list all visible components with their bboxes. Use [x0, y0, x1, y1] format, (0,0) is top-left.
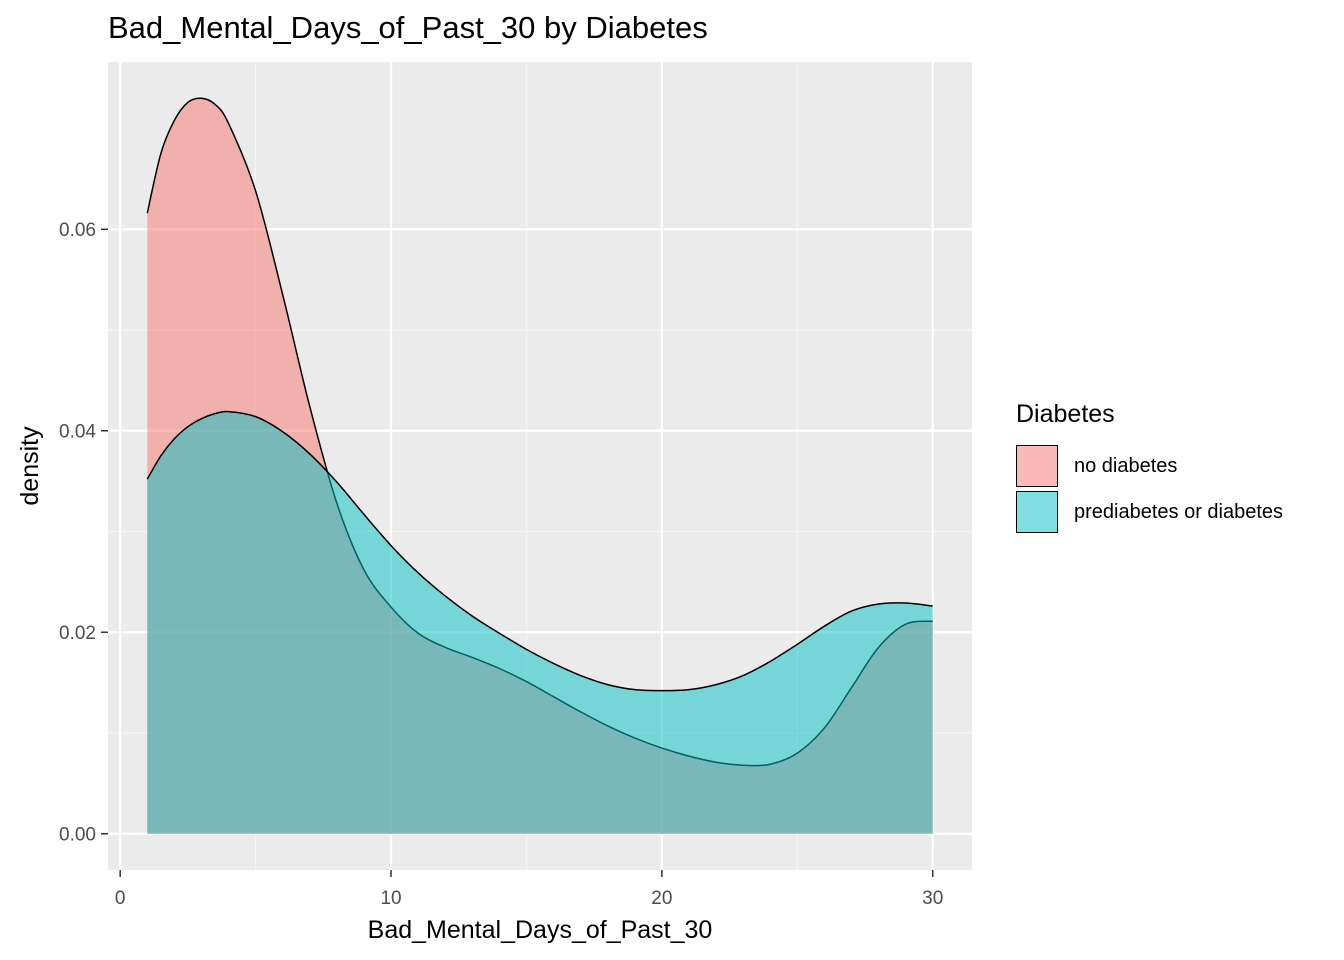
x-tick-labels: 0 10 20 30	[115, 888, 943, 909]
y-tick-label: 0.00	[59, 825, 96, 846]
x-tick-label: 20	[651, 888, 672, 909]
legend-key-no-diabetes	[1016, 445, 1058, 487]
x-tick-label: 0	[115, 888, 126, 909]
y-tick-label: 0.02	[59, 623, 96, 644]
axis-ticks	[101, 228, 934, 877]
legend-label-prediabetes-or-diabetes: prediabetes or diabetes	[1074, 500, 1284, 523]
chart-title: Bad_Mental_Days_of_Past_30 by Diabetes	[108, 10, 708, 45]
legend-item-prediabetes-or-diabetes: prediabetes or diabetes	[1016, 489, 1283, 535]
density-areas	[146, 97, 933, 834]
y-tick-label: 0.04	[59, 422, 96, 443]
x-tick-label: 10	[380, 888, 401, 909]
y-tick-label: 0.06	[59, 220, 96, 241]
y-tick-labels: 0.00 0.02 0.04 0.06	[59, 220, 96, 845]
legend-key-prediabetes-or-diabetes	[1016, 491, 1058, 533]
legend-item-no-diabetes: no diabetes	[1016, 443, 1283, 489]
y-axis-title: density	[16, 426, 44, 506]
legend-title: Diabetes	[1016, 400, 1115, 428]
x-axis-title: Bad_Mental_Days_of_Past_30	[368, 916, 713, 944]
legend-label-no-diabetes: no diabetes	[1074, 454, 1178, 477]
density-area-prediabetes-or-diabetes	[147, 411, 933, 834]
x-tick-label: 30	[922, 888, 943, 909]
legend: Diabetes no diabetes prediabetes or diab…	[1016, 400, 1283, 535]
density-line-prediabetes-or-diabetes	[146, 410, 933, 692]
